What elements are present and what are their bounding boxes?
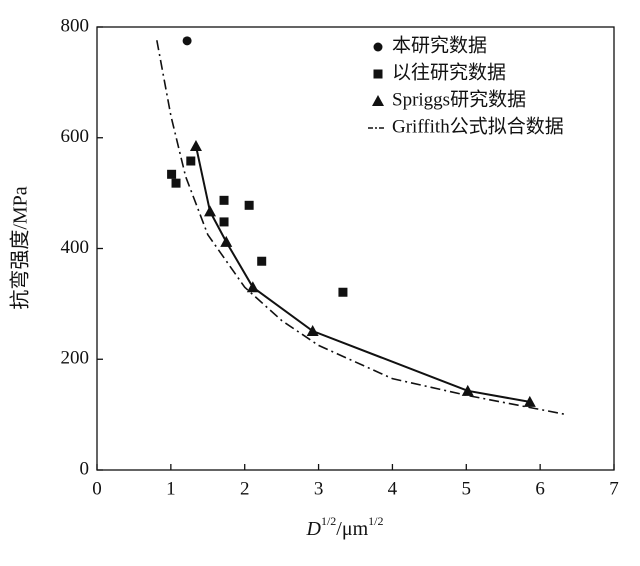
data-point [219, 217, 229, 227]
legend-symbol [372, 95, 384, 106]
legend-symbol [373, 42, 383, 52]
data-point [167, 169, 177, 179]
x-tick-label: 0 [92, 478, 102, 499]
data-point [186, 156, 196, 166]
x-tick-label: 5 [462, 478, 472, 499]
x-tick-label: 6 [535, 478, 545, 499]
y-tick-label: 400 [61, 237, 90, 258]
legend-symbol [373, 69, 383, 79]
legend-label: 本研究数据 [392, 34, 487, 56]
legend-label: Griffith公式拟合数据 [392, 115, 564, 137]
x-tick-label: 7 [609, 478, 619, 499]
data-point [189, 140, 202, 152]
data-point [220, 235, 233, 247]
data-point [244, 200, 254, 210]
y-tick-label: 0 [80, 458, 90, 479]
y-axis-label: 抗弯强度/MPa [9, 186, 32, 309]
data-point [246, 281, 259, 293]
x-tick-label: 4 [388, 478, 398, 499]
x-tick-label: 1 [166, 478, 176, 499]
data-point [182, 36, 192, 46]
data-point [338, 287, 348, 297]
x-label-part: /μm [336, 518, 368, 540]
data-point [204, 205, 217, 217]
x-label-part: D [306, 518, 322, 540]
data-point [461, 384, 474, 396]
legend-label: Spriggs研究数据 [392, 88, 526, 110]
x-tick-label: 2 [240, 478, 250, 499]
y-tick-label: 800 [61, 15, 90, 36]
data-point [306, 325, 319, 337]
data-point [523, 395, 536, 407]
y-tick-label: 200 [61, 348, 90, 369]
plot-frame [96, 26, 615, 471]
legend-label: 以往研究数据 [392, 61, 506, 83]
x-axis-label: D1/2/μm1/2 [306, 514, 384, 540]
data-point [219, 195, 229, 205]
series-line [156, 40, 567, 416]
y-tick-label: 600 [61, 126, 90, 147]
data-point [257, 256, 267, 266]
data-point [171, 178, 181, 188]
x-label-part: 1/2 [321, 514, 336, 528]
x-label-part: 1/2 [368, 514, 383, 528]
series-line [194, 145, 530, 403]
x-tick-label: 3 [314, 478, 324, 499]
